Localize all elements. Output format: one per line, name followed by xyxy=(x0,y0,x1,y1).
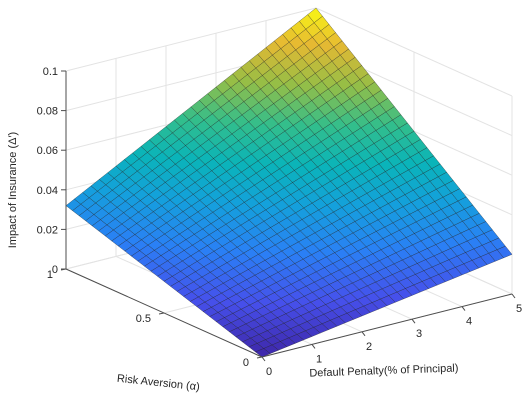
z-axis-label: Impact of Insurance (Δ′) xyxy=(7,132,19,248)
x-tick-label: 4 xyxy=(466,316,472,328)
x-tick-label: 3 xyxy=(416,328,422,340)
y-tick-mark xyxy=(256,356,263,359)
surface-patch xyxy=(496,245,513,259)
z-tick-label: 0.06 xyxy=(37,145,58,157)
x-axis-label: Default Penalty(% of Principal) xyxy=(309,362,459,379)
axes xyxy=(60,70,516,362)
x-tick-mark xyxy=(461,306,466,311)
z-tick-label: 0.02 xyxy=(37,224,58,236)
y-tick-label: 0.5 xyxy=(136,313,151,325)
z-tick-label: 0.08 xyxy=(37,106,58,118)
x-tick-label: 1 xyxy=(316,353,322,365)
y-tick-mark xyxy=(158,312,165,315)
x-tick-label: 2 xyxy=(366,341,372,353)
x-tick-mark xyxy=(411,318,416,324)
surface xyxy=(65,7,513,358)
x-tick-mark xyxy=(361,331,366,337)
x-tick-label: 0 xyxy=(266,366,272,378)
x-tick-mark xyxy=(311,344,316,349)
z-tick-label: 0.04 xyxy=(37,185,58,197)
x-tick-mark xyxy=(511,293,516,299)
x-axis-line xyxy=(261,293,513,358)
z-tick-label: 0 xyxy=(52,264,58,276)
x-tick-label: 5 xyxy=(516,303,522,315)
y-tick-label: 1 xyxy=(47,269,53,281)
y-axis-label: Risk Aversion (α) xyxy=(116,373,200,394)
grid-line xyxy=(65,7,317,72)
y-tick-label: 0 xyxy=(243,357,249,369)
z-tick-label: 0.1 xyxy=(43,66,58,78)
x-tick-mark xyxy=(261,356,266,362)
